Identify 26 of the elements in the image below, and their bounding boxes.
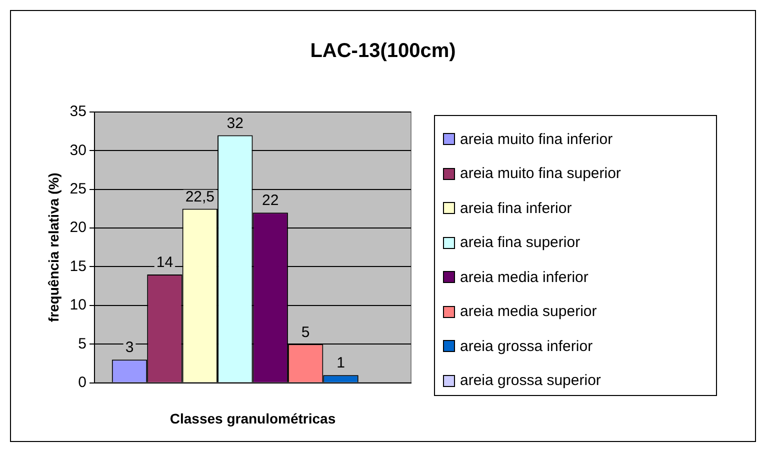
y-tick-label: 0 xyxy=(78,374,86,391)
y-tick-label: 30 xyxy=(70,142,86,159)
legend-label: areia media inferior xyxy=(460,268,588,286)
y-tick-label: 25 xyxy=(70,180,86,198)
data-label: 14 xyxy=(156,254,174,272)
legend-label: areia grossa superior xyxy=(460,372,601,390)
data-label: 22,5 xyxy=(185,188,215,206)
data-label: 1 xyxy=(336,354,345,372)
y-axis-title: frequência relativa (%) xyxy=(45,172,62,322)
legend-label: areia muito fina superior xyxy=(460,165,621,182)
y-tick-label: 10 xyxy=(70,296,86,314)
data-label: 3 xyxy=(125,339,134,356)
data-label: 5 xyxy=(301,324,310,341)
y-tick-label: 15 xyxy=(70,258,86,275)
x-axis-title: Classes granulométricas xyxy=(170,410,336,426)
legend-label: areia fina inferior xyxy=(460,200,572,217)
chart-title: LAC-13(100cm) xyxy=(309,40,457,63)
legend-label: areia muito fina inferior xyxy=(460,130,613,148)
data-label: 22 xyxy=(262,192,279,210)
data-label: 32 xyxy=(226,114,244,132)
legend-label: areia fina superior xyxy=(460,234,580,252)
legend-label: areia media superior xyxy=(460,303,597,320)
y-tick-label: 5 xyxy=(78,335,86,352)
y-tick-label: 20 xyxy=(70,219,86,236)
y-tick-label: 35 xyxy=(70,103,86,120)
legend-label: areia grossa inferior xyxy=(460,338,593,355)
